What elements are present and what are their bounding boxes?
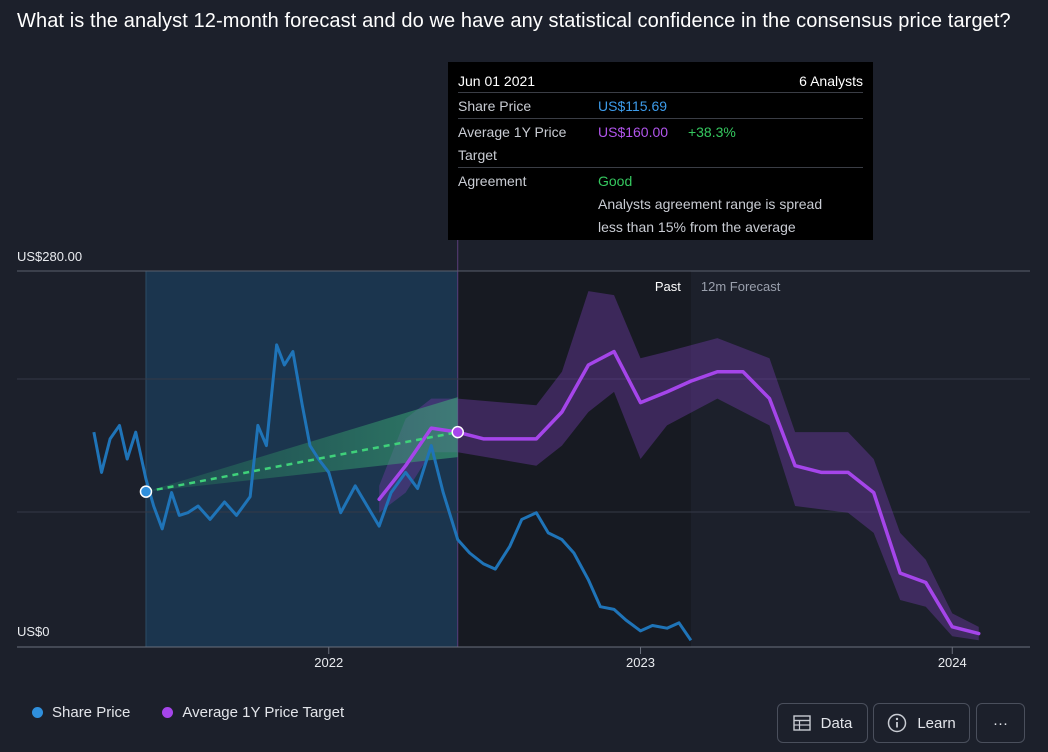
- learn-button[interactable]: Learn: [873, 703, 970, 743]
- tooltip-agreement: Good Analysts agreement range is spread …: [598, 170, 863, 239]
- forecast-label: 12m Forecast: [701, 279, 781, 294]
- tooltip-target-values: US$160.00 +38.3%: [598, 121, 863, 167]
- legend-share-price-label: Share Price: [52, 704, 131, 721]
- target-band: [145, 291, 979, 641]
- price-target-range-band: [379, 291, 979, 641]
- tooltip-agreement-desc-2: less than 15% from the average: [598, 219, 796, 235]
- info-icon: [887, 713, 907, 733]
- past-label: Past: [655, 279, 681, 294]
- tooltip-share-price-label: Share Price: [458, 98, 532, 114]
- learn-button-label: Learn: [917, 714, 956, 732]
- tooltip-analysts: 6 Analysts: [799, 73, 863, 89]
- share-price-line: [92, 343, 693, 642]
- legend-price-target-dot: [162, 707, 174, 718]
- more-options-button[interactable]: ···: [976, 703, 1025, 743]
- tooltip-agreement-desc-1: Analysts agreement range is spread: [598, 196, 823, 212]
- legend-share-price[interactable]: Share Price: [32, 704, 130, 721]
- table-icon: [792, 715, 811, 731]
- series-lines: [92, 343, 981, 642]
- data-button[interactable]: Data: [777, 703, 868, 743]
- data-button-label: Data: [820, 714, 853, 732]
- x-tick-label: 2022: [314, 655, 343, 670]
- hover-tooltip: Jun 01 2021 6 Analysts Share Price US$11…: [448, 62, 873, 240]
- axis-labels: 2022 2023 2024 US$280.00 US$0 Past 12m Forecas…: [17, 249, 967, 670]
- more-icon: ···: [993, 714, 1008, 732]
- legend-share-price-dot: [32, 707, 43, 718]
- tooltip-share-price-value: US$115.69: [598, 98, 668, 114]
- price-target-marker: [451, 425, 464, 439]
- past-region: [457, 271, 691, 647]
- x-tick-label: 2024: [938, 655, 967, 670]
- x-tick-label: 2023: [626, 655, 655, 670]
- price-target-line: [377, 349, 981, 636]
- tooltip-date: Jun 01 2021: [458, 73, 536, 89]
- question-title: What is the analyst 12-month forecast an…: [17, 10, 1011, 32]
- price-forecast-chart: 2022 2023 2024 US$280.00 US$0 Past 12m Forecas…: [17, 240, 1030, 670]
- legend-price-target-label: Average 1Y Price Target: [182, 704, 345, 721]
- consensus-dashed-line: [145, 430, 458, 493]
- legend-price-target[interactable]: Average 1Y Price Target: [162, 704, 344, 721]
- y-min-label: US$0: [17, 624, 50, 639]
- share-price-marker: [139, 485, 153, 498]
- tooltip-target-label-line1: Average 1Y Price: [458, 124, 567, 140]
- chart-legend: Share Price Average 1Y Price Target: [32, 704, 376, 721]
- tooltip-target-label: Average 1Y Price Target: [458, 121, 598, 167]
- tooltip-agreement-value: Good: [598, 173, 633, 189]
- consensus-cone: [145, 397, 458, 492]
- y-max-label: US$280.00: [17, 249, 82, 264]
- tooltip-target-change: +38.3%: [687, 124, 736, 140]
- tooltip-agreement-label: Agreement: [458, 173, 527, 189]
- tooltip-target-label-line2: Target: [458, 147, 497, 163]
- tooltip-target-value: US$160.00: [598, 124, 669, 140]
